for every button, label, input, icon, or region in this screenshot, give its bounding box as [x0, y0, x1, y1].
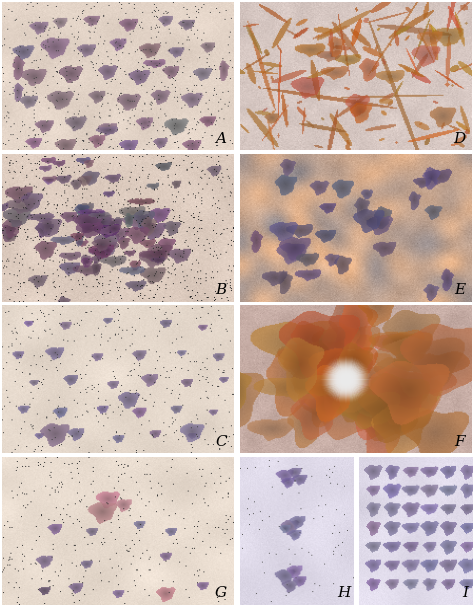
Text: H: H: [337, 586, 351, 600]
Text: F: F: [455, 435, 465, 449]
Text: E: E: [454, 283, 465, 297]
Text: I: I: [463, 586, 469, 600]
Text: G: G: [214, 586, 227, 600]
Text: D: D: [453, 132, 465, 146]
Text: A: A: [216, 132, 227, 146]
Text: C: C: [215, 435, 227, 449]
Text: B: B: [215, 283, 227, 297]
